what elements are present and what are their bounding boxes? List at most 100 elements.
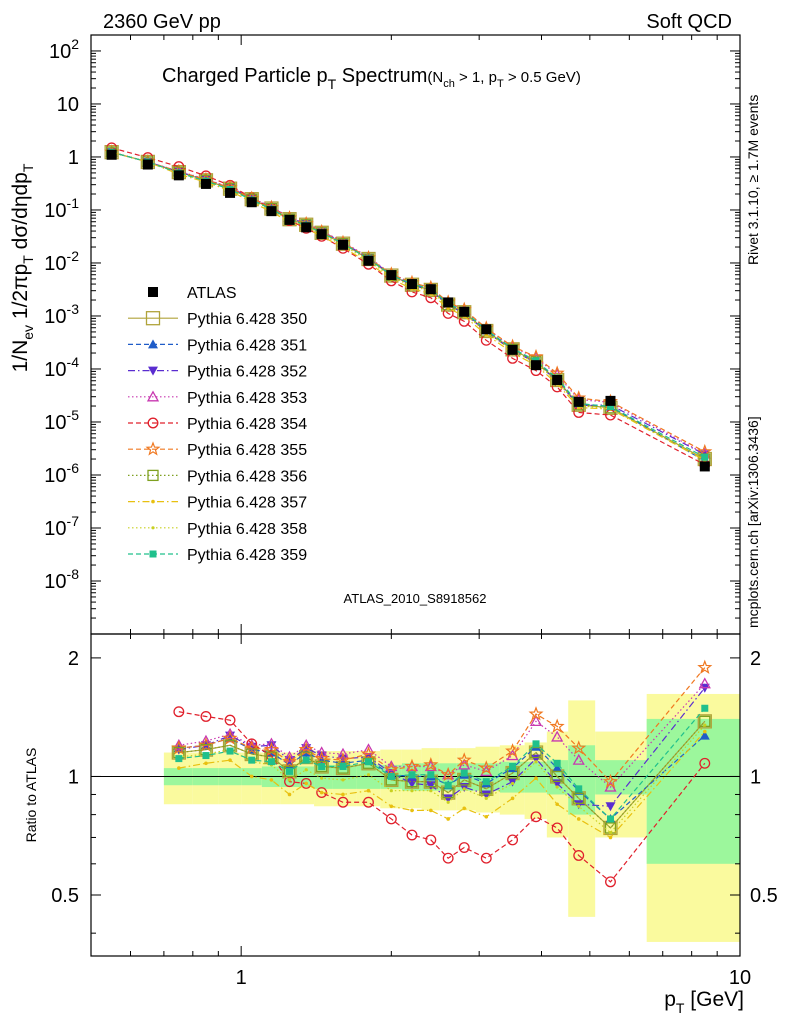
ratio-point bbox=[244, 740, 260, 755]
ratio-point bbox=[608, 835, 613, 840]
ratio-point bbox=[406, 829, 418, 841]
ratio-point bbox=[462, 806, 467, 811]
ratio-point bbox=[602, 773, 619, 789]
atlas-point bbox=[573, 396, 584, 407]
ratio-point bbox=[389, 789, 393, 793]
ratio-point bbox=[528, 706, 544, 721]
ratio-point bbox=[507, 834, 519, 846]
ratio-point bbox=[281, 753, 298, 769]
ratio-point bbox=[551, 822, 563, 834]
ratio-point bbox=[531, 754, 542, 764]
legend-entry: Pythia 6.428 354 bbox=[128, 416, 307, 433]
ratio-point bbox=[198, 737, 214, 752]
ratio-line bbox=[178, 735, 706, 820]
ratio-series bbox=[171, 659, 713, 888]
stat-band-bin bbox=[595, 760, 647, 795]
ratio-point bbox=[405, 760, 419, 772]
ratio-y-tick-label-right: 2 bbox=[750, 648, 761, 670]
ratio-point bbox=[481, 790, 492, 800]
legend-label: Pythia 6.428 355 bbox=[187, 442, 307, 459]
ratio-point bbox=[505, 743, 521, 758]
ratio-point bbox=[248, 756, 256, 764]
ratio-point bbox=[553, 759, 561, 767]
analysis-label: ATLAS_2010_S8918562 bbox=[344, 591, 487, 606]
ratio-point bbox=[530, 811, 542, 823]
atlas-point bbox=[605, 395, 616, 406]
header-left: 2360 GeV pp bbox=[103, 11, 221, 33]
ratio-point bbox=[510, 796, 515, 801]
atlas-point bbox=[316, 229, 327, 240]
ratio-point bbox=[341, 778, 345, 782]
ratio-point bbox=[337, 796, 349, 808]
ratio-y-tick-label: 2 bbox=[68, 648, 79, 670]
ratio-point bbox=[177, 766, 181, 770]
y-tick-label: 10-5 bbox=[44, 407, 79, 434]
ratio-point bbox=[534, 760, 538, 764]
main-plot: 10-8 10-7 10-6 10-5 10-4 10-3 10-2 10-1 1 10 102 1/… bbox=[9, 34, 741, 635]
ratio-point bbox=[699, 730, 710, 740]
plot-title: Charged Particle pT Spectrum(Nch > 1, pT… bbox=[162, 65, 581, 92]
atlas-point bbox=[337, 239, 348, 250]
ratio-point bbox=[482, 778, 490, 786]
uncertainty-bands bbox=[163, 693, 740, 942]
legend-marker bbox=[146, 390, 160, 402]
ratio-point bbox=[318, 762, 326, 770]
atlas-point bbox=[406, 279, 417, 290]
ratio-point bbox=[577, 804, 581, 808]
ratio-point bbox=[283, 765, 296, 778]
legend-label: Pythia 6.428 352 bbox=[187, 364, 307, 381]
ratio-point bbox=[509, 762, 517, 770]
legend-marker bbox=[147, 469, 159, 482]
ratio-point bbox=[446, 817, 450, 821]
ratio-point bbox=[365, 758, 373, 766]
ratio-point bbox=[699, 757, 711, 769]
ratio-point bbox=[366, 773, 371, 777]
ratio-point bbox=[366, 788, 371, 793]
ratio-point bbox=[302, 756, 310, 764]
legend-label: Pythia 6.428 357 bbox=[187, 495, 307, 512]
ratio-point bbox=[304, 768, 308, 772]
y-tick-label: 10-2 bbox=[44, 248, 79, 275]
ratio-point bbox=[336, 747, 350, 759]
ratio-point bbox=[224, 714, 236, 726]
series-atlas bbox=[106, 149, 710, 472]
ratio-series-359 bbox=[175, 704, 709, 823]
ratio-series-357 bbox=[177, 729, 707, 840]
ratio-point bbox=[300, 777, 312, 789]
legend-label: Pythia 6.428 359 bbox=[187, 547, 307, 564]
ratio-point bbox=[458, 842, 470, 853]
legend-marker bbox=[151, 526, 155, 530]
ratio-point bbox=[552, 763, 563, 773]
legend-marker bbox=[145, 311, 161, 326]
ratio-point bbox=[534, 776, 538, 780]
ratio-point bbox=[337, 754, 348, 764]
ratio-point bbox=[484, 796, 488, 800]
legend-marker bbox=[149, 550, 157, 558]
ratio-point bbox=[423, 756, 439, 772]
ratio-point bbox=[269, 778, 274, 782]
legend-label: Pythia 6.428 356 bbox=[187, 468, 307, 485]
ratio-point bbox=[429, 808, 433, 813]
ratio-point bbox=[605, 802, 616, 812]
atlas-point bbox=[301, 222, 312, 233]
ratio-point bbox=[267, 758, 275, 766]
ratio-point bbox=[442, 768, 455, 780]
ratio-y-axis-label: Ratio to ATLAS bbox=[23, 748, 39, 843]
atlas-point bbox=[425, 284, 436, 295]
atlas-point bbox=[481, 324, 492, 335]
y-tick-label: 10-6 bbox=[44, 460, 79, 487]
atlas-point bbox=[552, 374, 563, 385]
x-tick-label: 1 bbox=[236, 967, 247, 989]
main-frame bbox=[90, 34, 741, 635]
atlas-point bbox=[173, 170, 184, 181]
ratio-point bbox=[555, 802, 559, 807]
legend: ATLAS Pythia 6.428 350 Pythia 6.428 351 Pyt… bbox=[128, 285, 307, 564]
ratio-point bbox=[385, 760, 398, 772]
ratio-point bbox=[575, 785, 583, 793]
ratio-point bbox=[385, 813, 397, 825]
atlas-point bbox=[225, 187, 236, 198]
data-point bbox=[606, 403, 614, 411]
data-point bbox=[550, 372, 565, 388]
data-point bbox=[701, 453, 709, 461]
